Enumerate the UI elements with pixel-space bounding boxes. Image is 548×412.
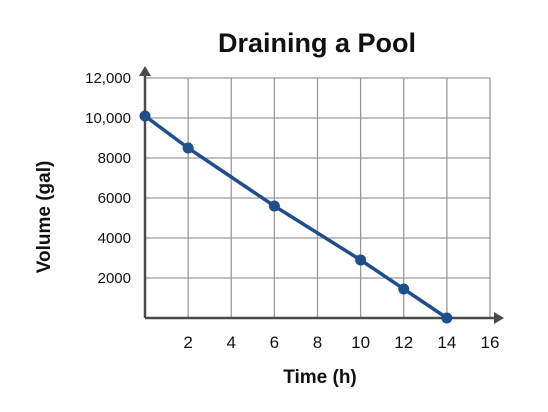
x-axis-arrow bbox=[494, 312, 504, 324]
y-tick-label: 12,000 bbox=[85, 70, 131, 87]
data-point bbox=[139, 110, 151, 122]
x-tick-label: 8 bbox=[313, 333, 322, 352]
x-axis-label: Time (h) bbox=[283, 367, 357, 388]
data-point bbox=[268, 200, 280, 212]
y-tick-label: 8000 bbox=[98, 150, 131, 167]
grid bbox=[145, 77, 491, 318]
data-point bbox=[441, 312, 453, 324]
data-point bbox=[355, 254, 367, 266]
x-tick-label: 14 bbox=[437, 333, 456, 352]
y-tick-label: 10,000 bbox=[85, 110, 131, 127]
axes bbox=[139, 66, 504, 324]
x-tick-label: 12 bbox=[394, 333, 413, 352]
x-tick-label: 16 bbox=[481, 333, 500, 352]
x-tick-label: 6 bbox=[270, 333, 279, 352]
y-axis-arrow bbox=[139, 66, 151, 76]
y-tick-label: 4000 bbox=[98, 230, 131, 247]
y-tick-label: 6000 bbox=[98, 190, 131, 207]
data-point bbox=[398, 283, 410, 295]
x-tick-label: 2 bbox=[183, 333, 192, 352]
series-line bbox=[143, 114, 449, 320]
x-tick-label: 4 bbox=[227, 333, 236, 352]
chart-title: Draining a Pool bbox=[218, 28, 416, 58]
data-point bbox=[182, 142, 194, 154]
x-tick-label: 10 bbox=[351, 333, 370, 352]
series bbox=[139, 110, 453, 324]
tick-labels: 2 4 6 8 10 12 14 16 2000 4000 6000 8000 10,000 12,000 bbox=[85, 70, 499, 352]
y-tick-label: 2000 bbox=[98, 270, 131, 287]
y-axis-label: Volume (gal) bbox=[34, 161, 55, 274]
